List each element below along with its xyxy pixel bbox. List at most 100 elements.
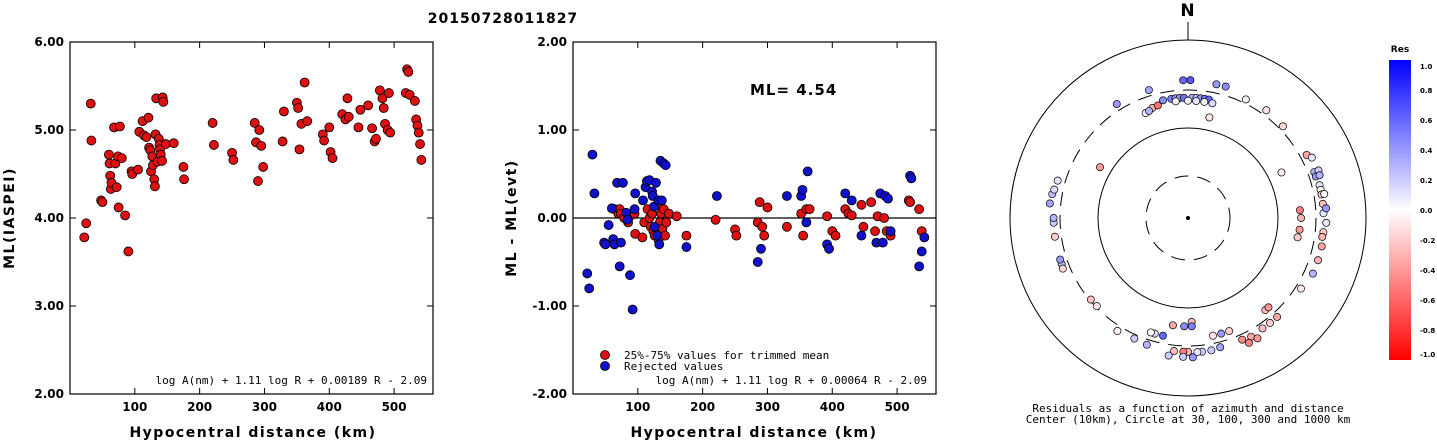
rejected-point [629, 204, 640, 215]
station-point [1092, 302, 1101, 311]
data-point [299, 77, 310, 88]
station-point [1200, 97, 1209, 106]
polar-caption-2: Center (10km), Circle at 30, 100, 300 an… [1026, 413, 1351, 426]
data-point [209, 140, 219, 150]
station-point [1113, 327, 1122, 335]
rejected-point [916, 246, 927, 257]
station-point [1159, 331, 1167, 340]
colorbar-tick-label: 0.2 [1420, 177, 1433, 185]
accepted-point [757, 221, 768, 232]
polar-caption: Residuals as a function of azimuth and d… [1032, 402, 1343, 415]
p2-xtick-label: 100 [625, 400, 650, 414]
station-point [1278, 122, 1287, 131]
accepted-point [858, 221, 869, 232]
data-point [178, 162, 189, 172]
x-axis-label-1: Hypocentral distance (km) [129, 425, 376, 441]
legend: 25%-75% values for trimmed mean Rejected… [600, 349, 829, 373]
station-point [1053, 176, 1062, 185]
data-point [179, 174, 189, 185]
rejected-point [654, 239, 665, 250]
accepted-point [866, 197, 877, 208]
accepted-point [661, 217, 672, 228]
legend-marker-accepted [600, 350, 610, 360]
station-point [1266, 319, 1274, 327]
rejected-point [600, 239, 611, 250]
data-point [168, 138, 179, 149]
station-point [1273, 313, 1282, 321]
p1-xtick-label: 400 [317, 400, 342, 414]
rejected-point [582, 268, 593, 279]
data-point [415, 139, 425, 149]
colorbar-tick-label: 0.0 [1420, 207, 1433, 215]
data-point [253, 176, 263, 186]
rejected-point [906, 173, 917, 184]
station-point [1050, 232, 1059, 241]
data-point [294, 144, 305, 155]
data-point [413, 127, 424, 138]
station-point [1238, 335, 1247, 344]
station-point [1058, 264, 1067, 273]
accepted-point [914, 204, 925, 215]
data-point [113, 202, 124, 213]
data-point [103, 149, 114, 160]
station-point [1186, 76, 1195, 85]
station-residuals [1045, 76, 1331, 362]
station-point [1144, 86, 1153, 94]
accepted-point [804, 204, 815, 215]
accepted-point [782, 221, 792, 232]
y-axis-ticks-2: -2.00 -1.00 0.00 1.00 2.00 [532, 35, 936, 401]
y-axis-ticks-1: 2.00 3.00 4.00 5.00 6.00 [34, 35, 433, 401]
colorbar-tick-label: -0.4 [1420, 267, 1435, 275]
station-point [1130, 334, 1139, 343]
legend-label-rejected: Rejected values [624, 360, 723, 373]
station-point [1146, 328, 1155, 337]
data-point [158, 96, 169, 107]
station-point [1179, 76, 1188, 85]
rejected-point [649, 221, 660, 232]
rejected-point [797, 184, 808, 195]
rejected-point [883, 193, 893, 204]
data-point [293, 103, 304, 113]
data-point [85, 98, 96, 109]
station-point [1205, 113, 1214, 122]
data-point [86, 135, 97, 146]
accepted-point [731, 230, 742, 241]
station-point [1297, 214, 1306, 222]
data-point [279, 106, 289, 117]
station-point [1253, 334, 1262, 343]
station-point [1179, 352, 1188, 361]
rejected-point [627, 304, 638, 315]
data-points-2 [582, 149, 930, 315]
rejected-point [606, 203, 617, 214]
north-label: N [1180, 1, 1195, 21]
p2-xtick-label: 500 [885, 400, 910, 414]
data-point [324, 122, 335, 133]
data-point [371, 133, 381, 144]
data-point [367, 123, 377, 134]
rejected-point [614, 261, 625, 272]
station-point [1208, 99, 1217, 108]
station-point [1244, 338, 1253, 347]
rejected-point [622, 214, 633, 225]
accepted-point [710, 214, 721, 225]
station-point [1221, 82, 1230, 91]
rejected-point [824, 243, 834, 254]
rejected-point [756, 243, 766, 254]
data-point [81, 218, 92, 229]
p2-xtick-label: 400 [820, 400, 845, 414]
p2-ytick-label: -1.00 [532, 299, 567, 313]
rejected-point [840, 188, 851, 199]
accepted-point [822, 211, 832, 222]
colorbar-tick-label: 0.6 [1420, 117, 1433, 125]
station-point [1308, 269, 1317, 278]
accepted-point [905, 197, 915, 208]
data-point [327, 153, 338, 164]
station-point [1171, 97, 1180, 106]
accepted-point [856, 199, 867, 210]
station-point [1318, 232, 1327, 241]
station-point [1293, 233, 1302, 242]
accepted-point [671, 211, 682, 222]
station-point [1170, 347, 1178, 356]
data-point [123, 246, 134, 257]
p1-ytick-label: 3.00 [34, 299, 64, 313]
